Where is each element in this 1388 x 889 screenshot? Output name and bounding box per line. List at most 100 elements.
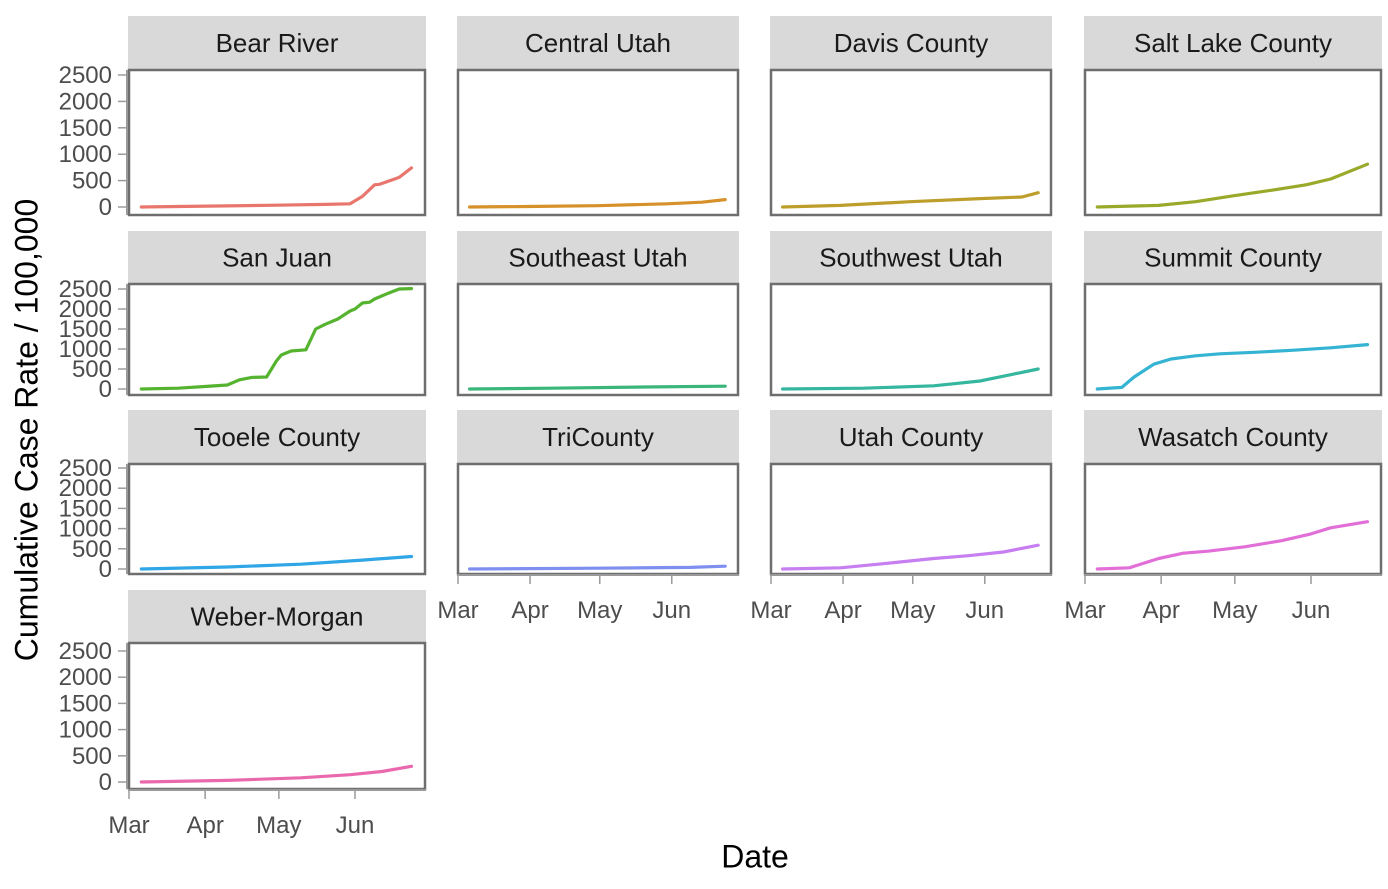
panel-frame xyxy=(769,68,1053,217)
series-line xyxy=(1095,343,1370,391)
facet-panel: Central Utah xyxy=(456,16,740,217)
facet-panel: Wasatch County Mar Apr May Jun xyxy=(1064,410,1383,624)
facet-strip xyxy=(1084,410,1382,464)
x-axis: Mar Apr May Jun xyxy=(437,574,739,624)
y-tick-label: 1500 xyxy=(59,690,112,717)
panel-frame xyxy=(456,282,740,397)
facet-strip xyxy=(128,16,426,70)
y-tick-label: 1500 xyxy=(59,495,112,522)
y-tick-label: 1000 xyxy=(59,516,112,543)
y-tick-label: 500 xyxy=(72,743,112,770)
x-axis-title: Date xyxy=(721,838,789,875)
facet-strip xyxy=(770,16,1052,70)
y-tick-label: 2500 xyxy=(59,455,112,482)
facet-strip xyxy=(457,16,739,70)
series-line xyxy=(139,287,414,391)
x-axis: Mar Apr May Jun xyxy=(750,574,1052,624)
series-line xyxy=(780,367,1040,391)
x-tick-label: Mar xyxy=(108,812,149,839)
y-tick-label: 0 xyxy=(99,556,112,583)
facet-panel: TriCounty Mar Apr May Jun xyxy=(437,410,740,624)
facet-panel: Utah County Mar Apr May Jun xyxy=(750,410,1053,624)
y-tick-label: 0 xyxy=(99,769,112,796)
y-axis-title: Cumulative Case Rate / 100,000 xyxy=(8,198,45,662)
y-tick-label: 500 xyxy=(72,356,112,383)
facet-strip xyxy=(128,410,426,464)
y-tick-label: 1000 xyxy=(59,336,112,363)
facet-panel: Salt Lake County xyxy=(1083,16,1383,217)
series-line xyxy=(1095,162,1370,209)
y-tick-label: 500 xyxy=(72,168,112,195)
x-tick-label: Mar xyxy=(437,597,478,624)
panel-frame xyxy=(1083,282,1383,397)
y-tick-label: 2000 xyxy=(59,475,112,502)
y-tick-label: 2000 xyxy=(59,88,112,115)
series-line xyxy=(139,554,414,571)
series-line xyxy=(139,764,414,784)
series-line xyxy=(780,191,1040,209)
y-tick-label: 1000 xyxy=(59,141,112,168)
series-line xyxy=(468,384,727,391)
y-tick-label: 2500 xyxy=(59,276,112,303)
x-axis: Mar Apr May Jun xyxy=(108,789,426,839)
x-tick-label: Jun xyxy=(965,597,1004,624)
series-line xyxy=(1095,520,1370,571)
facet-title: Utah County xyxy=(839,422,984,452)
panel-frame xyxy=(1083,68,1383,217)
facet-title: Wasatch County xyxy=(1138,422,1328,452)
x-tick-label: Mar xyxy=(1064,597,1105,624)
facet-title: San Juan xyxy=(222,243,332,273)
y-tick-label: 500 xyxy=(72,536,112,563)
facet-panel: Davis County xyxy=(769,16,1053,217)
facet-strip xyxy=(1084,231,1382,284)
facet-title: TriCounty xyxy=(542,422,654,452)
y-tick-label: 2500 xyxy=(59,62,112,89)
x-tick-label: Apr xyxy=(1142,597,1179,624)
facet-title: Davis County xyxy=(834,28,989,58)
facet-panel: Southwest Utah xyxy=(769,231,1053,397)
y-tick-label: 2500 xyxy=(59,638,112,665)
y-tick-label: 1500 xyxy=(59,115,112,142)
panel-frame xyxy=(127,68,427,217)
facet-strip xyxy=(457,410,739,464)
x-tick-label: Apr xyxy=(186,812,223,839)
x-tick-label: Apr xyxy=(824,597,861,624)
y-tick-label: 2000 xyxy=(59,296,112,323)
panel-frame xyxy=(127,641,427,791)
facet-panel: Summit County xyxy=(1083,231,1383,397)
x-axis: Mar Apr May Jun xyxy=(1064,574,1382,624)
panel-frame xyxy=(769,282,1053,397)
facet-title: Summit County xyxy=(1144,243,1322,273)
series-line xyxy=(468,198,727,209)
x-tick-label: Jun xyxy=(336,812,375,839)
y-tick-label: 2000 xyxy=(59,664,112,691)
x-tick-label: Apr xyxy=(511,597,548,624)
x-tick-label: May xyxy=(1212,597,1257,624)
facet-strip xyxy=(128,590,426,643)
x-tick-label: Jun xyxy=(652,597,691,624)
x-tick-label: May xyxy=(890,597,935,624)
series-line xyxy=(780,543,1040,571)
facet-strip xyxy=(770,410,1052,464)
facet-strip xyxy=(770,231,1052,284)
facet-title: Bear River xyxy=(216,28,339,58)
panel-frame xyxy=(456,462,740,576)
panel-frame xyxy=(127,282,427,397)
y-tick-label: 0 xyxy=(99,376,112,403)
facet-title: Tooele County xyxy=(194,422,360,452)
y-tick-label: 1500 xyxy=(59,316,112,343)
x-tick-label: May xyxy=(577,597,622,624)
panel-frame xyxy=(769,462,1053,576)
panel-frame xyxy=(127,462,427,576)
facet-strip xyxy=(1084,16,1382,70)
x-tick-label: Mar xyxy=(750,597,791,624)
y-tick-label: 0 xyxy=(99,194,112,221)
x-tick-label: Jun xyxy=(1292,597,1331,624)
